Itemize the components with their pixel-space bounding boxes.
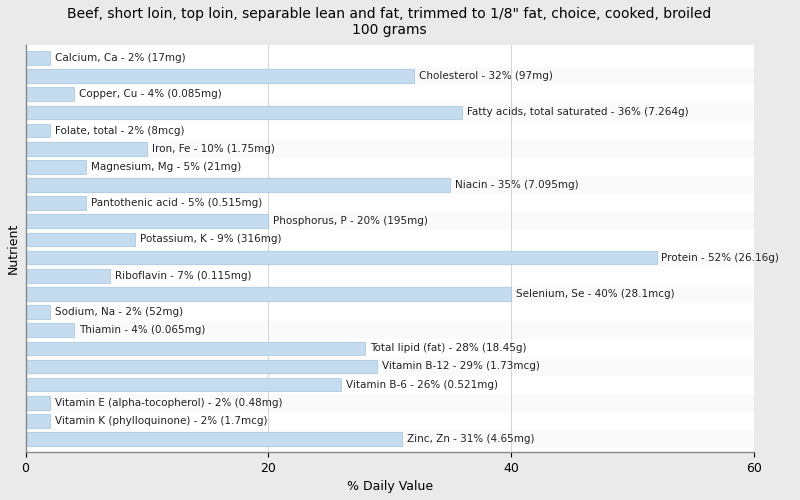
Bar xyxy=(26,124,50,138)
Bar xyxy=(26,358,754,376)
Bar xyxy=(26,414,50,428)
Text: Total lipid (fat) - 28% (18.45g): Total lipid (fat) - 28% (18.45g) xyxy=(370,344,526,353)
Text: Vitamin E (alpha-tocopherol) - 2% (0.48mg): Vitamin E (alpha-tocopherol) - 2% (0.48m… xyxy=(54,398,282,408)
Bar xyxy=(26,396,50,409)
Text: Niacin - 35% (7.095mg): Niacin - 35% (7.095mg) xyxy=(455,180,578,190)
Bar xyxy=(26,122,754,140)
Bar xyxy=(26,287,511,300)
Y-axis label: Nutrient: Nutrient xyxy=(7,223,20,274)
Bar xyxy=(26,178,450,192)
Bar xyxy=(26,142,147,156)
Bar xyxy=(26,49,754,67)
Text: Copper, Cu - 4% (0.085mg): Copper, Cu - 4% (0.085mg) xyxy=(79,90,222,100)
Bar xyxy=(26,376,754,394)
Bar xyxy=(26,285,754,303)
Text: Protein - 52% (26.16g): Protein - 52% (26.16g) xyxy=(662,252,779,262)
Text: Folate, total - 2% (8mcg): Folate, total - 2% (8mcg) xyxy=(54,126,184,136)
Bar xyxy=(26,196,86,210)
Text: Riboflavin - 7% (0.115mg): Riboflavin - 7% (0.115mg) xyxy=(115,270,252,280)
Title: Beef, short loin, top loin, separable lean and fat, trimmed to 1/8" fat, choice,: Beef, short loin, top loin, separable le… xyxy=(67,7,712,37)
Bar xyxy=(26,432,402,446)
Bar xyxy=(26,70,414,83)
Bar xyxy=(26,214,268,228)
Bar xyxy=(26,51,50,65)
Bar xyxy=(26,378,341,392)
Text: Cholesterol - 32% (97mg): Cholesterol - 32% (97mg) xyxy=(418,71,553,81)
Bar xyxy=(26,360,378,374)
Bar xyxy=(26,251,657,264)
Bar xyxy=(26,88,74,101)
X-axis label: % Daily Value: % Daily Value xyxy=(346,480,433,493)
Bar xyxy=(26,303,754,321)
Text: Vitamin B-12 - 29% (1.73mcg): Vitamin B-12 - 29% (1.73mcg) xyxy=(382,362,540,372)
Bar xyxy=(26,232,134,246)
Bar xyxy=(26,158,754,176)
Bar xyxy=(26,248,754,266)
Bar xyxy=(26,106,462,119)
Bar xyxy=(26,140,754,158)
Text: Potassium, K - 9% (316mg): Potassium, K - 9% (316mg) xyxy=(139,234,281,244)
Bar xyxy=(26,230,754,248)
Bar xyxy=(26,412,754,430)
Bar xyxy=(26,266,754,285)
Text: Sodium, Na - 2% (52mg): Sodium, Na - 2% (52mg) xyxy=(54,307,182,317)
Bar xyxy=(26,212,754,231)
Bar xyxy=(26,324,74,337)
Text: Vitamin B-6 - 26% (0.521mg): Vitamin B-6 - 26% (0.521mg) xyxy=(346,380,498,390)
Bar xyxy=(26,394,754,412)
Bar xyxy=(26,321,754,340)
Bar xyxy=(26,104,754,122)
Bar xyxy=(26,194,754,212)
Bar xyxy=(26,340,754,357)
Bar xyxy=(26,342,366,355)
Text: Calcium, Ca - 2% (17mg): Calcium, Ca - 2% (17mg) xyxy=(54,53,186,63)
Text: Zinc, Zn - 31% (4.65mg): Zinc, Zn - 31% (4.65mg) xyxy=(406,434,534,444)
Text: Phosphorus, P - 20% (195mg): Phosphorus, P - 20% (195mg) xyxy=(273,216,428,226)
Text: Iron, Fe - 10% (1.75mg): Iron, Fe - 10% (1.75mg) xyxy=(152,144,274,154)
Bar xyxy=(26,176,754,194)
Bar xyxy=(26,85,754,103)
Text: Pantothenic acid - 5% (0.515mg): Pantothenic acid - 5% (0.515mg) xyxy=(91,198,262,208)
Text: Selenium, Se - 40% (28.1mcg): Selenium, Se - 40% (28.1mcg) xyxy=(516,289,674,299)
Text: Thiamin - 4% (0.065mg): Thiamin - 4% (0.065mg) xyxy=(79,325,206,335)
Text: Vitamin K (phylloquinone) - 2% (1.7mcg): Vitamin K (phylloquinone) - 2% (1.7mcg) xyxy=(54,416,267,426)
Bar xyxy=(26,67,754,85)
Bar xyxy=(26,430,754,448)
Bar xyxy=(26,305,50,319)
Bar xyxy=(26,269,110,282)
Text: Fatty acids, total saturated - 36% (7.264g): Fatty acids, total saturated - 36% (7.26… xyxy=(467,108,689,118)
Text: Magnesium, Mg - 5% (21mg): Magnesium, Mg - 5% (21mg) xyxy=(91,162,242,172)
Bar xyxy=(26,160,86,173)
